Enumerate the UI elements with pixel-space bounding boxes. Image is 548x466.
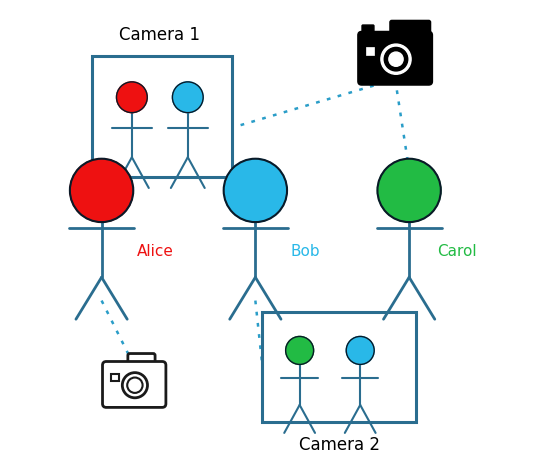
FancyBboxPatch shape — [390, 21, 431, 38]
Circle shape — [117, 82, 147, 113]
Circle shape — [378, 159, 441, 222]
FancyBboxPatch shape — [128, 354, 155, 368]
Circle shape — [127, 377, 142, 393]
Text: Alice: Alice — [136, 244, 173, 259]
Circle shape — [224, 159, 287, 222]
Text: Camera 1: Camera 1 — [119, 26, 201, 44]
Text: Camera 2: Camera 2 — [299, 436, 380, 454]
Circle shape — [70, 159, 133, 222]
Text: Carol: Carol — [437, 244, 477, 259]
FancyBboxPatch shape — [362, 25, 374, 37]
Circle shape — [381, 44, 411, 74]
Circle shape — [389, 52, 403, 66]
Text: Bob: Bob — [290, 244, 320, 259]
Circle shape — [384, 48, 408, 71]
FancyBboxPatch shape — [262, 312, 416, 422]
FancyBboxPatch shape — [111, 375, 118, 381]
Circle shape — [286, 336, 313, 364]
FancyBboxPatch shape — [358, 32, 432, 85]
FancyBboxPatch shape — [102, 362, 166, 407]
FancyBboxPatch shape — [92, 56, 232, 177]
Circle shape — [122, 373, 147, 398]
Circle shape — [173, 82, 203, 113]
FancyBboxPatch shape — [366, 47, 374, 55]
Circle shape — [346, 336, 374, 364]
